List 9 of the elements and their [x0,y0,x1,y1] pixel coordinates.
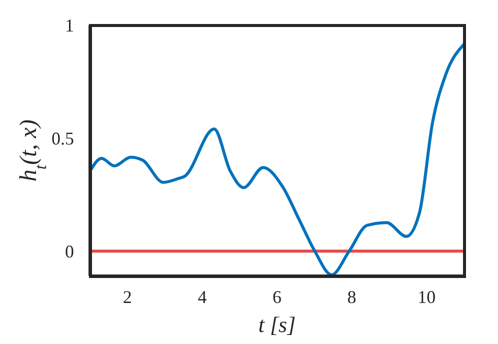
x-tick-label: 2 [122,286,132,307]
x-tick-label: 10 [418,286,436,307]
y-tick-label: 1 [65,15,74,36]
x-tick-label: 6 [272,286,282,307]
x-tick-label: 8 [347,286,356,307]
y-tick-label: 0.5 [52,128,74,148]
x-axis-title: t [s] [258,312,296,337]
x-tick-label: 4 [198,286,207,307]
y-tick-label: 0 [65,242,74,262]
